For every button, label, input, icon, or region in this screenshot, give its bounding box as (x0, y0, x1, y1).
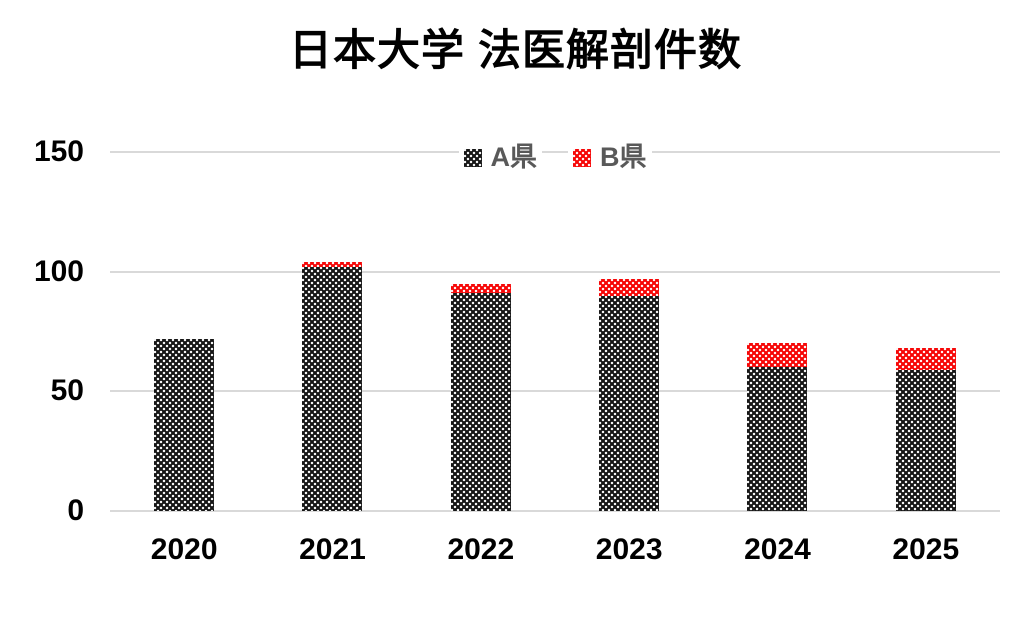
bar-2025 (895, 152, 956, 511)
legend-item-A県: A県 (458, 141, 542, 174)
bar-segment-2022-A県 (450, 293, 511, 511)
legend-swatch-icon (573, 148, 591, 167)
bar-slot-2022 (407, 152, 555, 511)
bar-segment-2021-B県 (302, 262, 363, 267)
bar-2024 (747, 152, 808, 511)
bar-2023 (599, 152, 660, 511)
gridline (110, 151, 1000, 153)
y-axis-label: 150 (33, 135, 84, 168)
bar-2021 (302, 152, 363, 511)
bar-segment-2023-A県 (599, 295, 660, 511)
bar-slot-2023 (555, 152, 703, 511)
bar-segment-2022-B県 (450, 283, 511, 294)
legend-swatch-icon (463, 148, 482, 167)
bar-segment-2024-B県 (747, 343, 808, 368)
x-axis-label-2020: 2020 (150, 533, 218, 566)
bar-segment-2024-A県 (747, 367, 808, 511)
bar-2020 (154, 152, 215, 511)
y-axis-label: 0 (67, 494, 84, 527)
x-axis-label-2023: 2023 (595, 533, 663, 566)
y-axis-label: 100 (33, 254, 84, 288)
bar-segment-2020-A県 (154, 338, 215, 511)
y-axis-label: 50 (50, 374, 84, 408)
x-axis-label-2021: 2021 (299, 533, 366, 566)
gridline (110, 390, 1000, 393)
gridline (110, 510, 1000, 512)
bar-slot-2020 (110, 152, 258, 511)
bar-segment-2021-A県 (302, 266, 363, 511)
x-axis-label-2024: 2024 (744, 533, 811, 566)
chart-title: 日本大学 法医解剖件数 (289, 27, 742, 75)
x-axis-label-2025: 2025 (892, 533, 960, 566)
bar-slot-2021 (258, 152, 406, 511)
bar-segment-2023-B県 (599, 278, 660, 296)
bar-slot-2025 (852, 152, 1000, 511)
legend-label: B県 (600, 142, 647, 172)
bar-2022 (450, 152, 511, 511)
bar-segment-2025-A県 (895, 369, 956, 511)
x-axis: 2020 2021 2022 2023 2024 2025 (110, 532, 1000, 568)
x-axis-label-2022: 2022 (447, 533, 515, 566)
y-axis: 0 50 100 150 (0, 137, 88, 526)
bar-slot-2024 (703, 152, 851, 511)
legend-item-B県: B県 (568, 141, 652, 174)
gridline (110, 270, 1000, 273)
bar-segment-2025-B県 (895, 348, 956, 370)
plot-area (110, 151, 1000, 512)
legend-label: A県 (490, 142, 538, 172)
legend: A県 B県 (110, 141, 1000, 174)
